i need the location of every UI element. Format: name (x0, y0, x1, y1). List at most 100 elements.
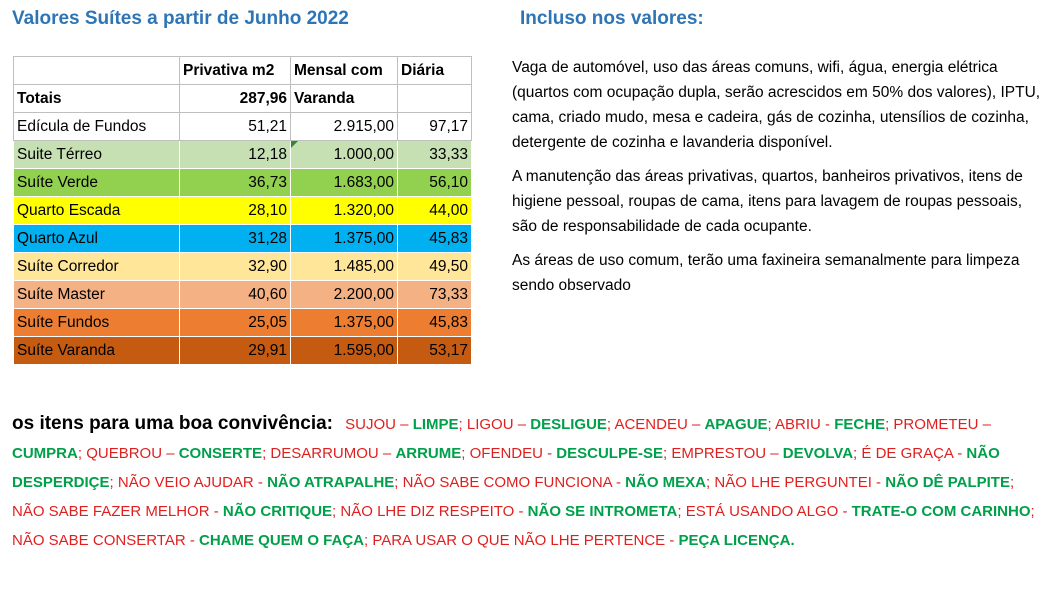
maintenance-paragraph: A manutenção das áreas privativas, quart… (512, 168, 1023, 235)
table-totals-row: Totais 287,96 Varanda (13, 84, 472, 113)
header-cell: Diária (397, 56, 472, 85)
room-name: Suíte Varanda (13, 336, 180, 365)
table-row: Edícula de Fundos 51,21 2.915,00 97,17 (13, 112, 472, 141)
rule-action: NÃO DESPERDIÇE (12, 445, 1000, 491)
rules-intro: os itens para uma boa convivência: (12, 413, 333, 434)
rule-action: CUMPRA (12, 445, 78, 462)
totals-monthly: Varanda (290, 84, 398, 113)
table-row: Suíte Varanda 29,91 1.595,00 53,17 (13, 336, 472, 365)
room-monthly: 1.375,00 (290, 224, 398, 253)
room-area: 40,60 (179, 280, 291, 309)
room-daily: 45,83 (397, 224, 472, 253)
rule-action: DESCULPE-SE (556, 445, 663, 462)
rule-action: NÃO ATRAPALHE (267, 474, 395, 491)
room-daily: 53,17 (397, 336, 472, 365)
rule-action: DESLIGUE (530, 416, 607, 433)
coexistence-rules: os itens para uma boa convivência: SUJOU… (12, 413, 1035, 549)
room-monthly: 1.683,00 (290, 168, 398, 197)
included-heading: Incluso nos valores: (520, 8, 704, 29)
table-row: Suite Térreo 12,18 1.000,00 33,33 (13, 140, 472, 169)
rule-action: NÃO CRITIQUE (222, 503, 333, 520)
room-monthly: 1.375,00 (290, 308, 398, 337)
room-name: Quarto Azul (13, 224, 180, 253)
rule-action: NÃO MEXA (625, 474, 707, 491)
rule-condition: NÃO LHE DIZ RESPEITO - (340, 503, 528, 520)
included-text: Vaga de automóvel, uso das áreas comuns,… (512, 55, 1047, 307)
room-name: Suite Térreo (13, 140, 180, 169)
cleaning-paragraph: As áreas de uso comum, terão uma faxinei… (512, 252, 1020, 294)
header-cell (13, 56, 180, 85)
table-row: Suíte Verde 36,73 1.683,00 56,10 (13, 168, 472, 197)
rule-action: NÃO DÊ PALPITE (885, 474, 1010, 491)
room-daily: 45,83 (397, 308, 472, 337)
rule-condition: OFENDEU - (469, 445, 557, 462)
rule-condition: NÃO SABE FAZER MELHOR - (12, 503, 223, 520)
rule-condition: É DE GRAÇA - (861, 445, 967, 462)
rule-action: PEÇA LICENÇA. (678, 532, 795, 549)
rule-condition: ESTÁ USANDO ALGO - (685, 503, 852, 520)
room-area: 31,28 (179, 224, 291, 253)
rule-condition: NÃO SABE COMO FUNCIONA - (402, 474, 626, 491)
room-area: 51,21 (179, 112, 291, 141)
rule-action: DEVOLVA (782, 445, 854, 462)
room-area: 28,10 (179, 196, 291, 225)
table-row: Suíte Master 40,60 2.200,00 73,33 (13, 280, 472, 309)
room-area: 25,05 (179, 308, 291, 337)
rule-condition: ACENDEU – (614, 416, 705, 433)
room-monthly: 1.000,00 (290, 140, 398, 169)
rule-condition: QUEBROU – (86, 445, 179, 462)
room-area: 12,18 (179, 140, 291, 169)
rule-condition: LIGOU – (466, 416, 531, 433)
rule-condition: NÃO VEIO AJUDAR - (117, 474, 268, 491)
room-monthly: 1.485,00 (290, 252, 398, 281)
totals-label: Totais (13, 84, 180, 113)
rule-condition: NÃO SABE CONSERTAR - (12, 532, 199, 549)
room-area: 29,91 (179, 336, 291, 365)
table-header-row: Privativa m2 Mensal com Diária (13, 56, 472, 85)
header-cell: Mensal com (290, 56, 398, 85)
room-daily: 49,50 (397, 252, 472, 281)
room-name: Edícula de Fundos (13, 112, 180, 141)
totals-daily (397, 84, 472, 113)
room-daily: 97,17 (397, 112, 472, 141)
table-row: Suíte Corredor 32,90 1.485,00 49,50 (13, 252, 472, 281)
room-area: 32,90 (179, 252, 291, 281)
table-row: Quarto Escada 28,10 1.320,00 44,00 (13, 196, 472, 225)
room-name: Suíte Verde (13, 168, 180, 197)
price-table: Privativa m2 Mensal com Diária Totais 28… (13, 56, 472, 365)
rule-action: CHAME QUEM O FAÇA (198, 532, 364, 549)
rule-action: ARRUME (395, 445, 462, 462)
room-daily: 44,00 (397, 196, 472, 225)
rule-condition: SUJOU – (345, 416, 413, 433)
rule-action: FECHE (834, 416, 886, 433)
room-daily: 56,10 (397, 168, 472, 197)
rule-condition: EMPRESTOU – (671, 445, 783, 462)
table-row: Quarto Azul 31,28 1.375,00 45,83 (13, 224, 472, 253)
room-daily: 33,33 (397, 140, 472, 169)
rule-condition: NÃO LHE PERGUNTEI - (714, 474, 886, 491)
room-name: Suíte Master (13, 280, 180, 309)
room-name: Suíte Corredor (13, 252, 180, 281)
room-daily: 73,33 (397, 280, 472, 309)
rule-action: TRATE-O COM CARINHO (851, 503, 1031, 520)
included-paragraph: Vaga de automóvel, uso das áreas comuns,… (512, 59, 1041, 151)
room-monthly: 2.915,00 (290, 112, 398, 141)
rule-condition: DESARRUMOU – (270, 445, 396, 462)
totals-area: 287,96 (179, 84, 291, 113)
room-name: Quarto Escada (13, 196, 180, 225)
room-monthly: 1.320,00 (290, 196, 398, 225)
page-title: Valores Suítes a partir de Junho 2022 (12, 8, 349, 29)
rule-condition: ABRIU - (775, 416, 835, 433)
rule-action: APAGUE (704, 416, 768, 433)
rule-action: NÃO SE INTROMETA (527, 503, 678, 520)
room-area: 36,73 (179, 168, 291, 197)
rule-action: CONSERTE (178, 445, 263, 462)
room-name: Suíte Fundos (13, 308, 180, 337)
table-row: Suíte Fundos 25,05 1.375,00 45,83 (13, 308, 472, 337)
room-monthly: 2.200,00 (290, 280, 398, 309)
header-cell: Privativa m2 (179, 56, 291, 85)
rule-action: LIMPE (412, 416, 459, 433)
rule-condition: PROMETEU – (893, 416, 991, 433)
room-monthly: 1.595,00 (290, 336, 398, 365)
rule-condition: PARA USAR O QUE NÃO LHE PERTENCE - (372, 532, 679, 549)
